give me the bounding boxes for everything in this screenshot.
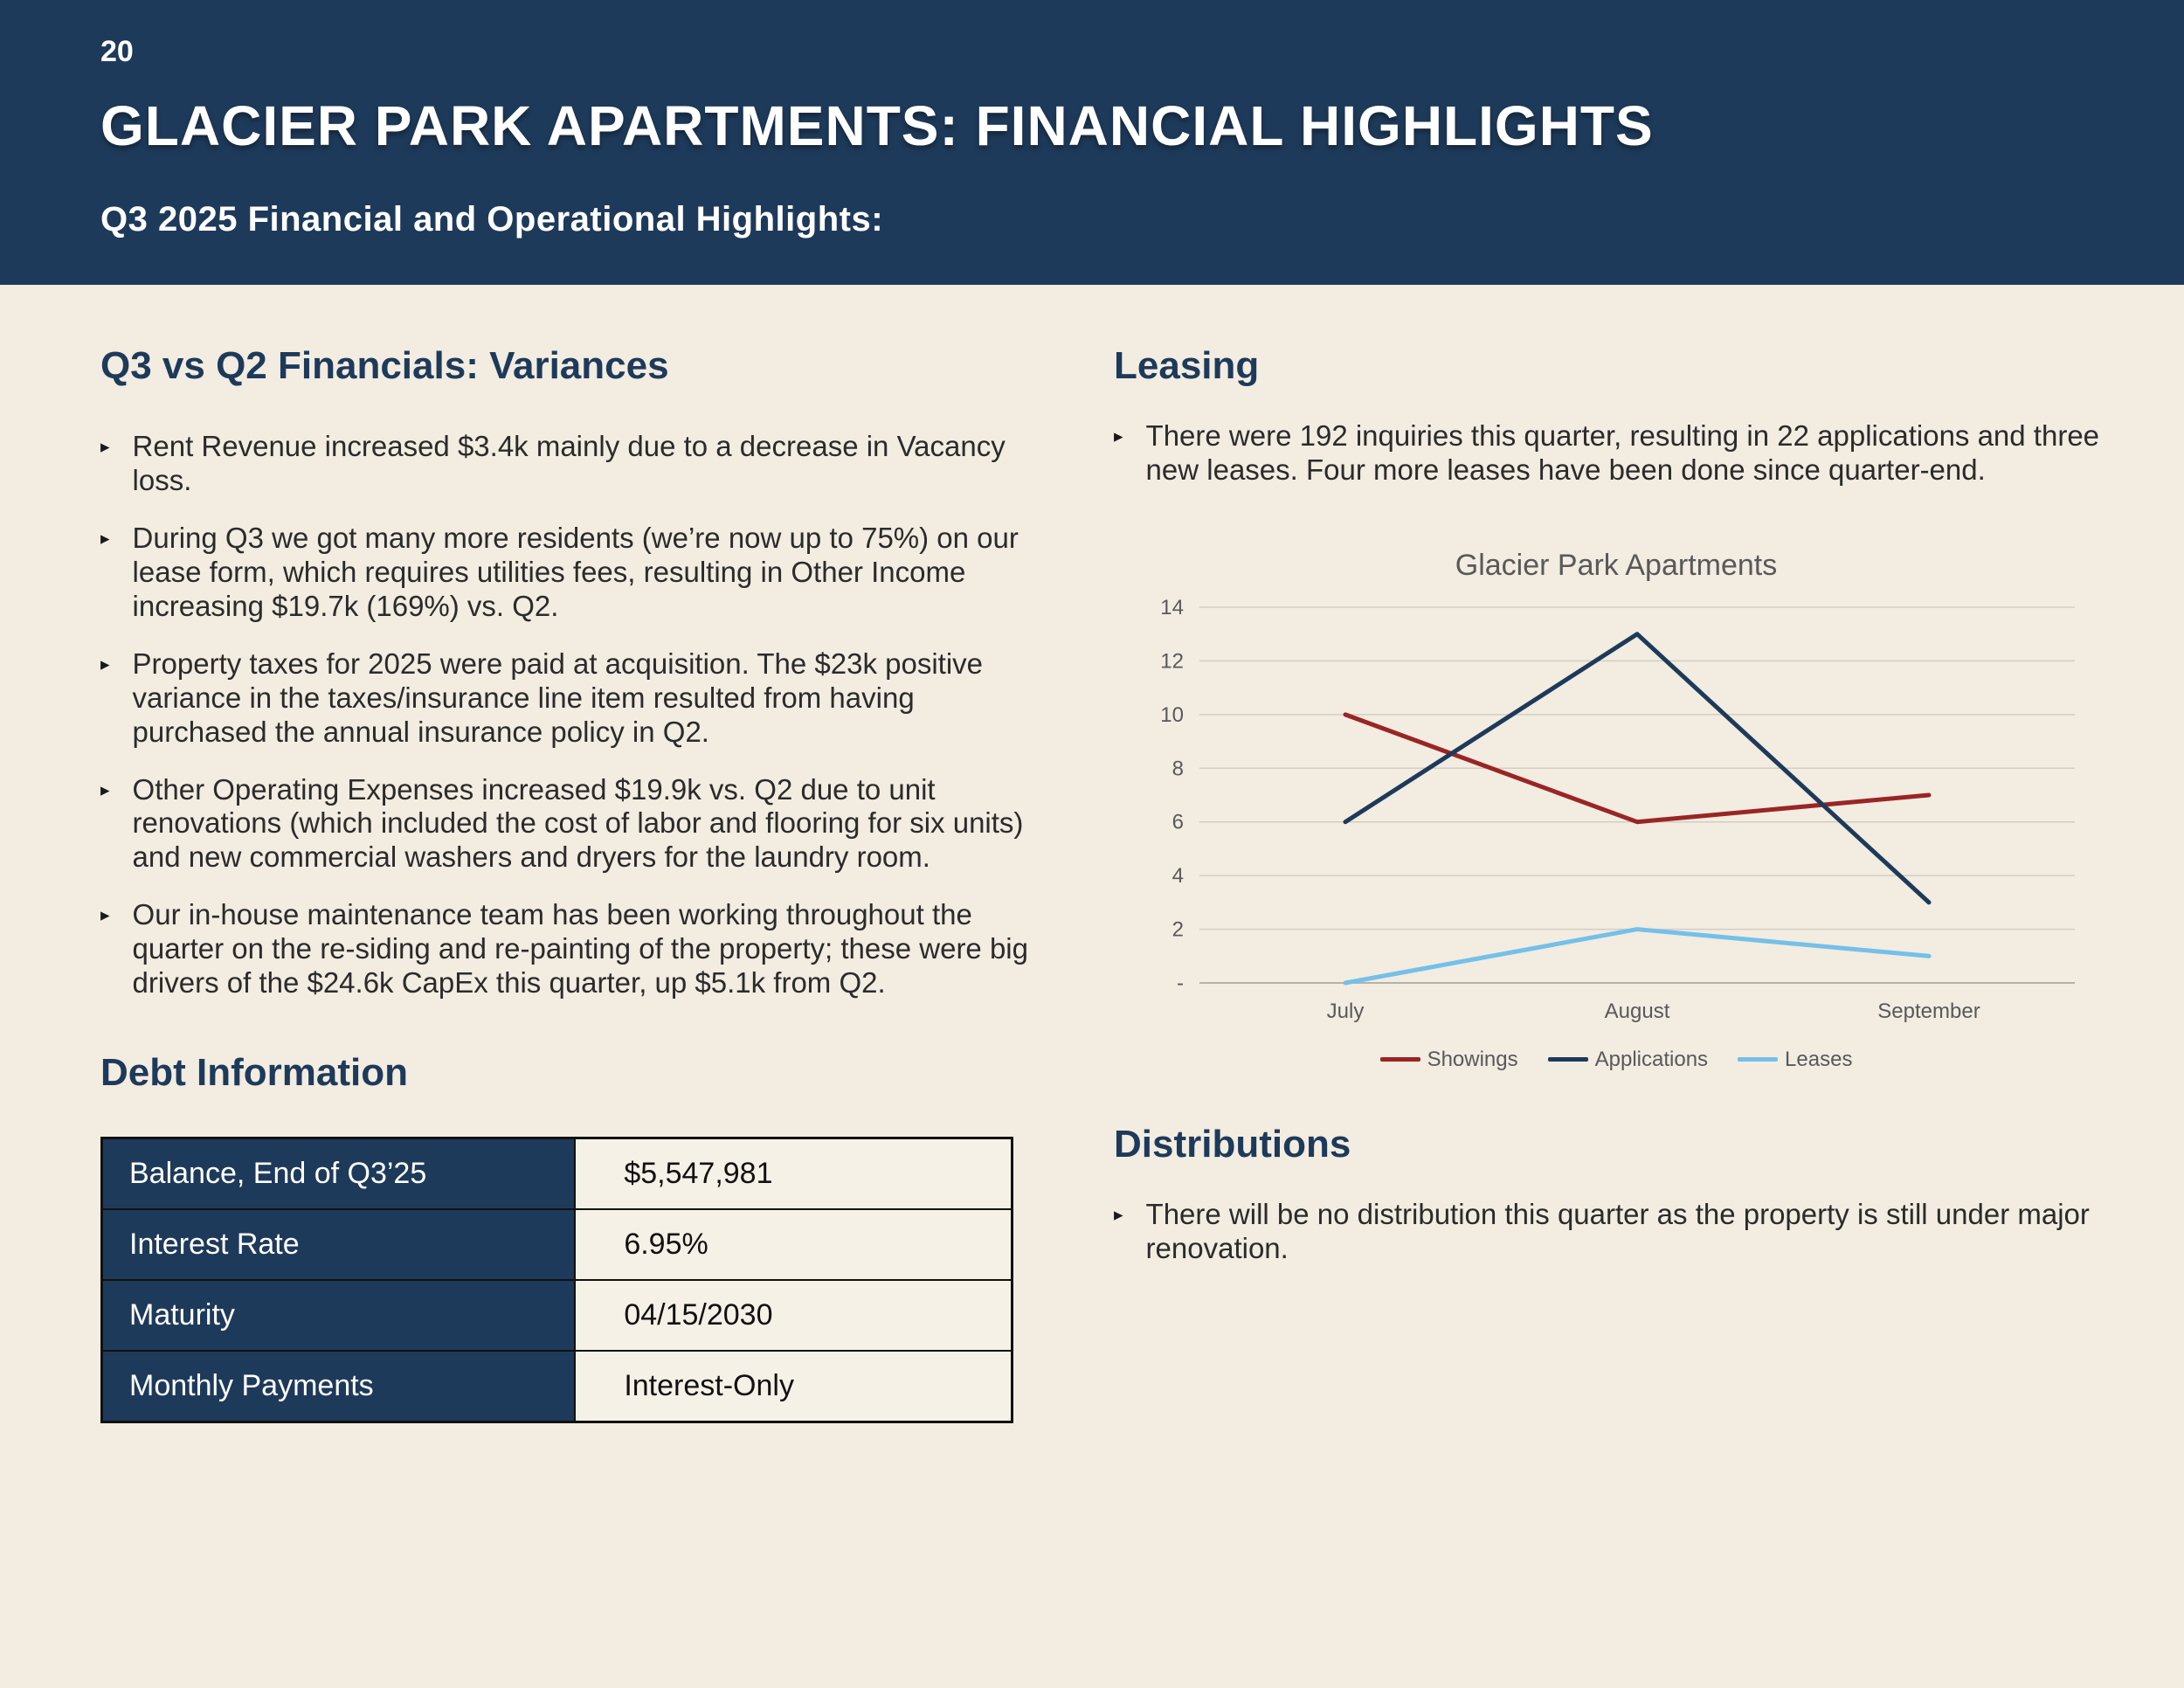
- debt-table: Balance, End of Q3’25 $5,547,981 Interes…: [100, 1137, 1013, 1424]
- svg-text:6: 6: [1172, 811, 1184, 834]
- legend-label: Showings: [1427, 1047, 1518, 1071]
- svg-text:September: September: [1877, 1000, 1980, 1023]
- table-row: Interest Rate 6.95%: [100, 1208, 1013, 1282]
- variances-list: ▸ Rent Revenue increased $3.4k mainly du…: [100, 430, 1035, 1000]
- page-subtitle: Q3 2025 Financial and Operational Highli…: [100, 200, 884, 239]
- right-column: Leasing ▸ There were 192 inquiries this …: [1114, 344, 2118, 1636]
- list-item: ▸ There were 192 inquiries this quarter,…: [1114, 419, 2118, 488]
- svg-text:4: 4: [1172, 864, 1184, 888]
- svg-text:14: 14: [1160, 596, 1184, 619]
- variances-heading: Q3 vs Q2 Financials: Variances: [100, 344, 669, 387]
- debt-row-value: 6.95%: [574, 1208, 1013, 1282]
- leasing-heading: Leasing: [1114, 344, 1260, 387]
- list-item: ▸ Rent Revenue increased $3.4k mainly du…: [100, 430, 1035, 498]
- bullet-icon: ▸: [100, 437, 110, 457]
- debt-row-value: 04/15/2030: [574, 1279, 1013, 1352]
- list-item: ▸ Other Operating Expenses increased $19…: [100, 773, 1035, 875]
- debt-row-label: Balance, End of Q3’25: [100, 1137, 577, 1211]
- chart-plot-area: - 2 4 6 8 10 12 14 July August September: [1160, 596, 2075, 1023]
- legend-item: Applications: [1547, 1047, 1709, 1072]
- svg-text:10: 10: [1160, 703, 1184, 727]
- legend-label: Applications: [1594, 1047, 1709, 1071]
- bullet-text: Rent Revenue increased $3.4k mainly due …: [132, 430, 1006, 496]
- legend-item: Leases: [1738, 1048, 1852, 1072]
- list-item: ▸ Property taxes for 2025 were paid at a…: [100, 647, 1035, 750]
- legend-swatch: [1379, 1057, 1420, 1062]
- debt-row-label: Maturity: [100, 1279, 577, 1352]
- debt-heading: Debt Information: [100, 1051, 408, 1095]
- header: 20 GLACIER PARK APARTMENTS: FINANCIAL HI…: [0, 0, 2184, 285]
- legend-swatch: [1738, 1057, 1779, 1062]
- bullet-icon: ▸: [1114, 426, 1123, 446]
- body: Q3 vs Q2 Financials: Variances ▸ Rent Re…: [0, 285, 2184, 1688]
- line-chart: Glacier Park Apartments - 2 4 6 8 10 12 14 July A…: [1131, 549, 2101, 1072]
- distributions-heading: Distributions: [1114, 1122, 1351, 1166]
- debt-row-value: Interest-Only: [574, 1350, 1013, 1423]
- bullet-text: There were 192 inquiries this quarter, r…: [1145, 419, 2100, 486]
- table-row: Balance, End of Q3’25 $5,547,981: [100, 1137, 1013, 1211]
- svg-text:12: 12: [1160, 649, 1184, 673]
- bullet-icon: ▸: [100, 779, 110, 800]
- debt-row-value: $5,547,981: [574, 1137, 1013, 1211]
- svg-text:2: 2: [1172, 917, 1184, 941]
- legend-swatch: [1547, 1057, 1588, 1062]
- table-row: Maturity 04/15/2030: [100, 1279, 1013, 1352]
- page-title: GLACIER PARK APARTMENTS: FINANCIAL HIGHL…: [100, 94, 1654, 157]
- bullet-text: Other Operating Expenses increased $19.9…: [132, 772, 1024, 874]
- distributions-list: ▸ There will be no distribution this qua…: [1114, 1198, 2118, 1266]
- page-number: 20: [100, 35, 134, 68]
- debt-row-label: Interest Rate: [100, 1208, 577, 1282]
- bullet-icon: ▸: [1114, 1204, 1123, 1225]
- table-row: Monthly Payments Interest-Only: [100, 1350, 1013, 1423]
- svg-text:August: August: [1605, 1000, 1670, 1023]
- chart-title: Glacier Park Apartments: [1455, 548, 1778, 582]
- list-item: ▸ Our in-house maintenance team has been…: [100, 898, 1035, 1000]
- bullet-text: There will be no distribution this quart…: [1145, 1197, 2090, 1264]
- svg-text:8: 8: [1172, 757, 1184, 780]
- legend-label: Leases: [1785, 1047, 1853, 1071]
- list-item: ▸ During Q3 we got many more residents (…: [100, 522, 1035, 624]
- bullet-text: Our in-house maintenance team has been w…: [132, 898, 1028, 1000]
- bullet-icon: ▸: [100, 905, 110, 926]
- left-column: Q3 vs Q2 Financials: Variances ▸ Rent Re…: [100, 344, 1035, 1636]
- debt-row-label: Monthly Payments: [100, 1350, 577, 1423]
- list-item: ▸ There will be no distribution this qua…: [1114, 1198, 2118, 1266]
- bullet-text: Property taxes for 2025 were paid at acq…: [132, 647, 983, 748]
- legend-item: Showings: [1379, 1047, 1518, 1072]
- svg-text:July: July: [1327, 1000, 1365, 1023]
- bullet-icon: ▸: [100, 528, 110, 549]
- bullet-text: During Q3 we got many more residents (we…: [132, 521, 1019, 622]
- chart-legend: Showings Applications Leases: [1131, 1048, 2101, 1072]
- bullet-icon: ▸: [100, 654, 110, 675]
- svg-text:-: -: [1177, 972, 1184, 995]
- leasing-list: ▸ There were 192 inquiries this quarter,…: [1114, 419, 2118, 488]
